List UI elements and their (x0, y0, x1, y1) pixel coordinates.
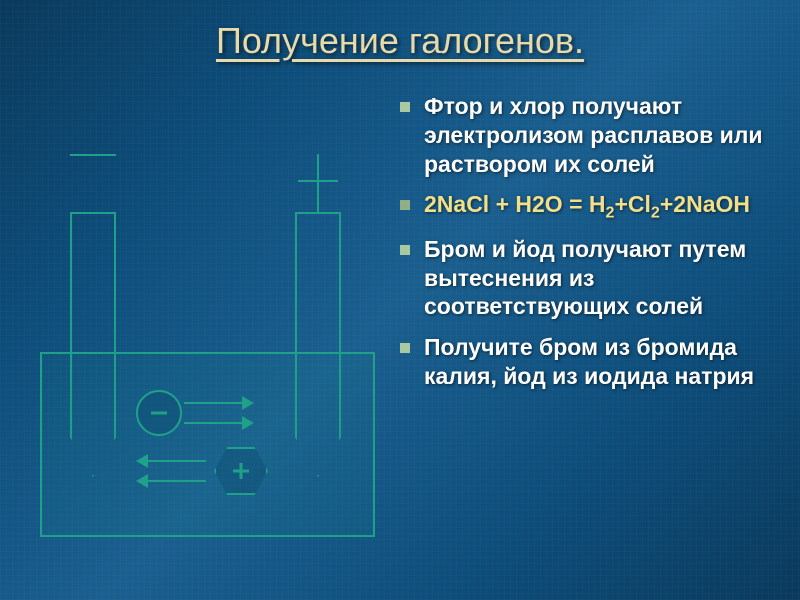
bullet-formula: 2NaCl + H2O = H2+Cl2+2NaOH (424, 190, 750, 223)
bullet-text: Фтор и хлор получают электролизом распла… (424, 92, 770, 178)
bullet-item: Фтор и хлор получают электролизом распла… (400, 92, 770, 178)
plus-terminal-vertical (317, 154, 319, 212)
plus-icon (229, 459, 253, 483)
bullet-text: Получите бром из бромида калия, йод из и… (424, 333, 770, 391)
bullet-icon (400, 245, 410, 255)
bullet-icon (400, 102, 410, 112)
bullet-icon (400, 343, 410, 353)
electrolyte-tank (40, 352, 375, 537)
minus-icon (147, 401, 171, 425)
arrow-head-anion-1 (242, 396, 254, 410)
plus-terminal-horizontal (298, 180, 338, 182)
arrow-head-anion-2 (242, 416, 254, 430)
content-row: Фтор и хлор получают электролизом распла… (30, 92, 770, 562)
anion-circle (136, 390, 182, 436)
bullet-text: Бром и йод получают путем вытеснения из … (424, 235, 770, 321)
bullet-item: Бром и йод получают путем вытеснения из … (400, 235, 770, 321)
arrow-cation-1 (148, 460, 206, 462)
bullet-list: Фтор и хлор получают электролизом распла… (390, 92, 770, 562)
arrow-anion-1 (184, 402, 242, 404)
arrow-head-cation-1 (136, 454, 148, 468)
bullet-icon (400, 200, 410, 210)
bullet-item: Получите бром из бромида калия, йод из и… (400, 333, 770, 391)
electrolysis-diagram (30, 92, 390, 562)
slide-title: Получение галогенов. (30, 20, 770, 62)
arrow-head-cation-2 (136, 474, 148, 488)
arrow-anion-2 (184, 422, 242, 424)
arrow-cation-2 (148, 480, 206, 482)
slide: Получение галогенов. (0, 0, 800, 600)
minus-terminal-bar (70, 154, 116, 156)
bullet-item: 2NaCl + H2O = H2+Cl2+2NaOH (400, 190, 770, 223)
